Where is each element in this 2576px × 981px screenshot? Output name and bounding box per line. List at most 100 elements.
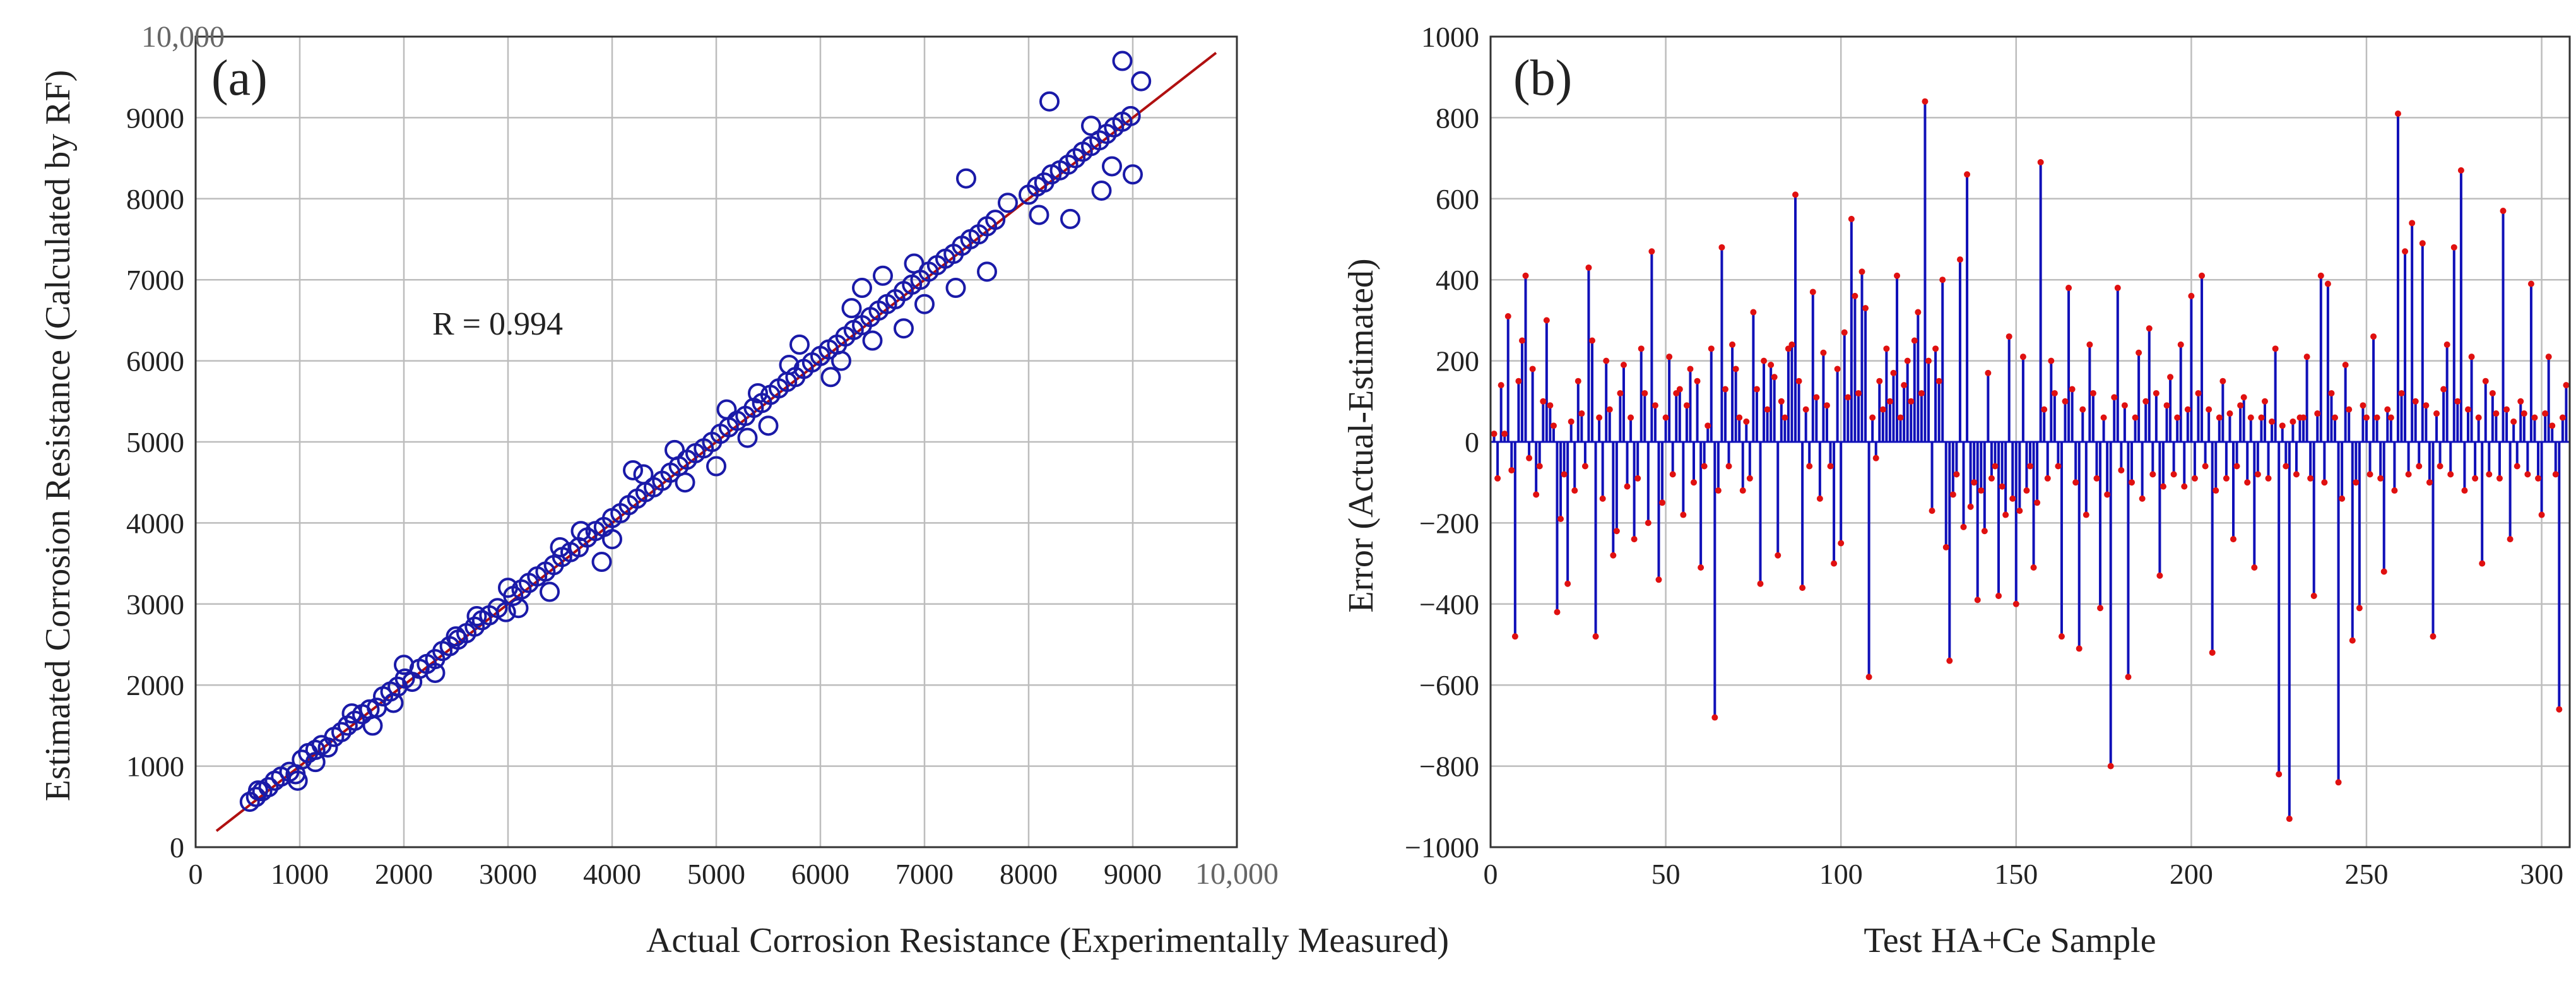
panel-b-stem-tip: [2279, 422, 2286, 429]
panel-b-stem-tip: [2412, 398, 2419, 405]
panel-b-stem-tip: [2482, 378, 2489, 384]
panel-b-stem-chart: 0 50 100 150 200 250 300 −1000 −800 −600 −400 −200…: [1342, 21, 2571, 960]
panel-b-stem-tip: [2342, 362, 2349, 369]
panel-b-stem-tip: [1743, 418, 1750, 425]
panel-b-stem-tip: [2083, 511, 2089, 518]
panel-b-stem-tip: [2233, 463, 2240, 470]
panel-b-stem-tip: [1589, 337, 1596, 344]
panel-b-stem-tip: [2317, 272, 2324, 279]
panel-b-stem-tip: [1564, 580, 1571, 587]
panel-b-stem-tip: [2409, 220, 2416, 227]
panel-b-stem-tip: [1557, 515, 1564, 522]
panel-b-stem-tip: [1915, 309, 1922, 316]
panel-b-stem-tip: [2153, 389, 2159, 396]
panel-b-stem-tip: [2044, 475, 2051, 482]
panel-b-stem-tip: [2076, 645, 2083, 652]
panel-b-stem-tip: [1585, 264, 1592, 271]
panel-b-stem-tip: [2524, 471, 2531, 478]
panel-b-stem-tip: [2065, 285, 2072, 292]
panel-b-stem-tip: [2339, 495, 2346, 502]
panel-b-frame: [1489, 35, 2571, 848]
panel-a-data-point: [1112, 51, 1133, 71]
panel-b-y-tick-label: −400: [1419, 588, 1479, 621]
panel-b-stem-tip: [1764, 406, 1771, 413]
panel-a-data-point: [894, 318, 914, 339]
panel-b-stem-tip: [2353, 479, 2360, 486]
panel-b-stem-tip: [1540, 398, 1547, 405]
panel-b-stem-tip: [1778, 398, 1785, 405]
panel-b-stem-tip: [1568, 418, 1575, 425]
panel-a-data-point: [904, 253, 925, 274]
panel-a-data-point: [331, 722, 352, 742]
panel-b-stem-tip: [2272, 345, 2279, 352]
panel-a-data-point: [540, 581, 560, 602]
panel-b-stem-tip: [1792, 191, 1799, 198]
panel-a-x-tick-label: 6000: [791, 858, 849, 890]
panel-b-stem-tip: [2500, 208, 2507, 215]
panel-b-stem-tip: [2426, 479, 2433, 486]
panel-b-stem-tip: [1725, 463, 1732, 470]
panel-b-stem-tip: [1718, 244, 1725, 251]
panel-b-stem-tip: [1669, 471, 1676, 478]
panel-b-stem-tip: [2559, 414, 2566, 421]
panel-a-data-point: [602, 529, 622, 550]
panel-b-stem-tip: [1592, 633, 1599, 640]
panel-b-stem-tip: [2335, 779, 2342, 786]
panel-b-stem-tip: [2139, 495, 2146, 502]
panel-a-y-tick-label: 3000: [126, 588, 184, 621]
panel-a-data-point: [998, 193, 1018, 213]
panel-b-stem-tip: [2209, 649, 2216, 656]
panel-b-stem-tip: [1960, 523, 1967, 530]
panel-b-stem-tip: [1715, 487, 1722, 494]
panel-b-stem-tip: [2030, 564, 2037, 571]
panel-a-data-point: [985, 210, 1006, 230]
panel-b-stem-tip: [1634, 475, 1641, 482]
panel-b-stem-tip: [2545, 354, 2552, 360]
panel-b-stem-tip: [2384, 406, 2391, 413]
panel-b-stem-tip: [2163, 402, 2170, 409]
panel-b-stem-tip: [1571, 487, 1578, 494]
panel-a-data-point: [675, 472, 695, 493]
panel-b-stem-tip: [1841, 329, 1848, 336]
panel-a-x-ticks: 0 1000 2000 3000 4000 5000 6000 7000 8000 9000 10,…: [189, 857, 1279, 891]
panel-b-stem-tip: [1628, 414, 1634, 421]
panel-b-stem-tip: [2069, 386, 2076, 393]
panel-a-data-point: [383, 693, 404, 713]
panel-b-stem-tip: [1802, 406, 1809, 413]
panel-b-stem-tip: [2174, 414, 2181, 421]
panel-b-stem-tip: [2423, 402, 2430, 409]
panel-b-x-tick-label: 300: [2520, 858, 2563, 890]
panel-b-stem-tip: [2114, 285, 2121, 292]
panel-a-data-point: [1120, 105, 1141, 126]
panel-b-stem-tip: [1964, 171, 1971, 178]
panel-b-stem-tip: [2514, 463, 2520, 470]
panel-b-y-tick-label: 200: [1436, 345, 1479, 378]
panel-b-stem-tip: [2089, 389, 2096, 396]
panel-b-stem-tip: [2486, 471, 2493, 478]
panel-b-stem-tip: [2156, 572, 2163, 579]
panel-b-y-axis-label: Error (Actual-Estimated): [1342, 258, 1381, 612]
panel-b-stem-tip: [2223, 475, 2230, 482]
panel-b-stem-tip: [2206, 406, 2213, 413]
panel-a-data-point: [292, 749, 312, 770]
panel-b-stem-tip: [1929, 508, 1935, 514]
panel-b-stem-tip: [1838, 540, 1845, 547]
panel-b-stem-tip: [2394, 110, 2401, 117]
panel-b-stem-tip: [2416, 463, 2423, 470]
panel-b-stem-tip: [1536, 463, 1543, 470]
panel-a-x-tick-label: 5000: [687, 858, 745, 890]
panel-a-data-point: [287, 770, 308, 791]
panel-b-stem-tip: [1862, 305, 1869, 312]
panel-b-stem-tip: [2086, 341, 2093, 348]
panel-b-stem-tip: [2258, 414, 2265, 421]
panel-b-stem-tip: [2276, 771, 2283, 778]
panel-b-stem-tip: [1869, 414, 1876, 421]
panel-b-stem-tip: [2549, 422, 2556, 429]
panel-a-x-tick-label: 2000: [375, 858, 433, 890]
panel-b-stem-tip: [1799, 585, 1806, 592]
panel-b-x-tick-label: 100: [1819, 858, 1863, 890]
panel-a-x-tick-label: 3000: [479, 858, 537, 890]
panel-a-points: [239, 51, 1152, 812]
panel-b-stem-tip: [2167, 374, 2174, 381]
panel-b-stem-tip: [1554, 609, 1561, 615]
